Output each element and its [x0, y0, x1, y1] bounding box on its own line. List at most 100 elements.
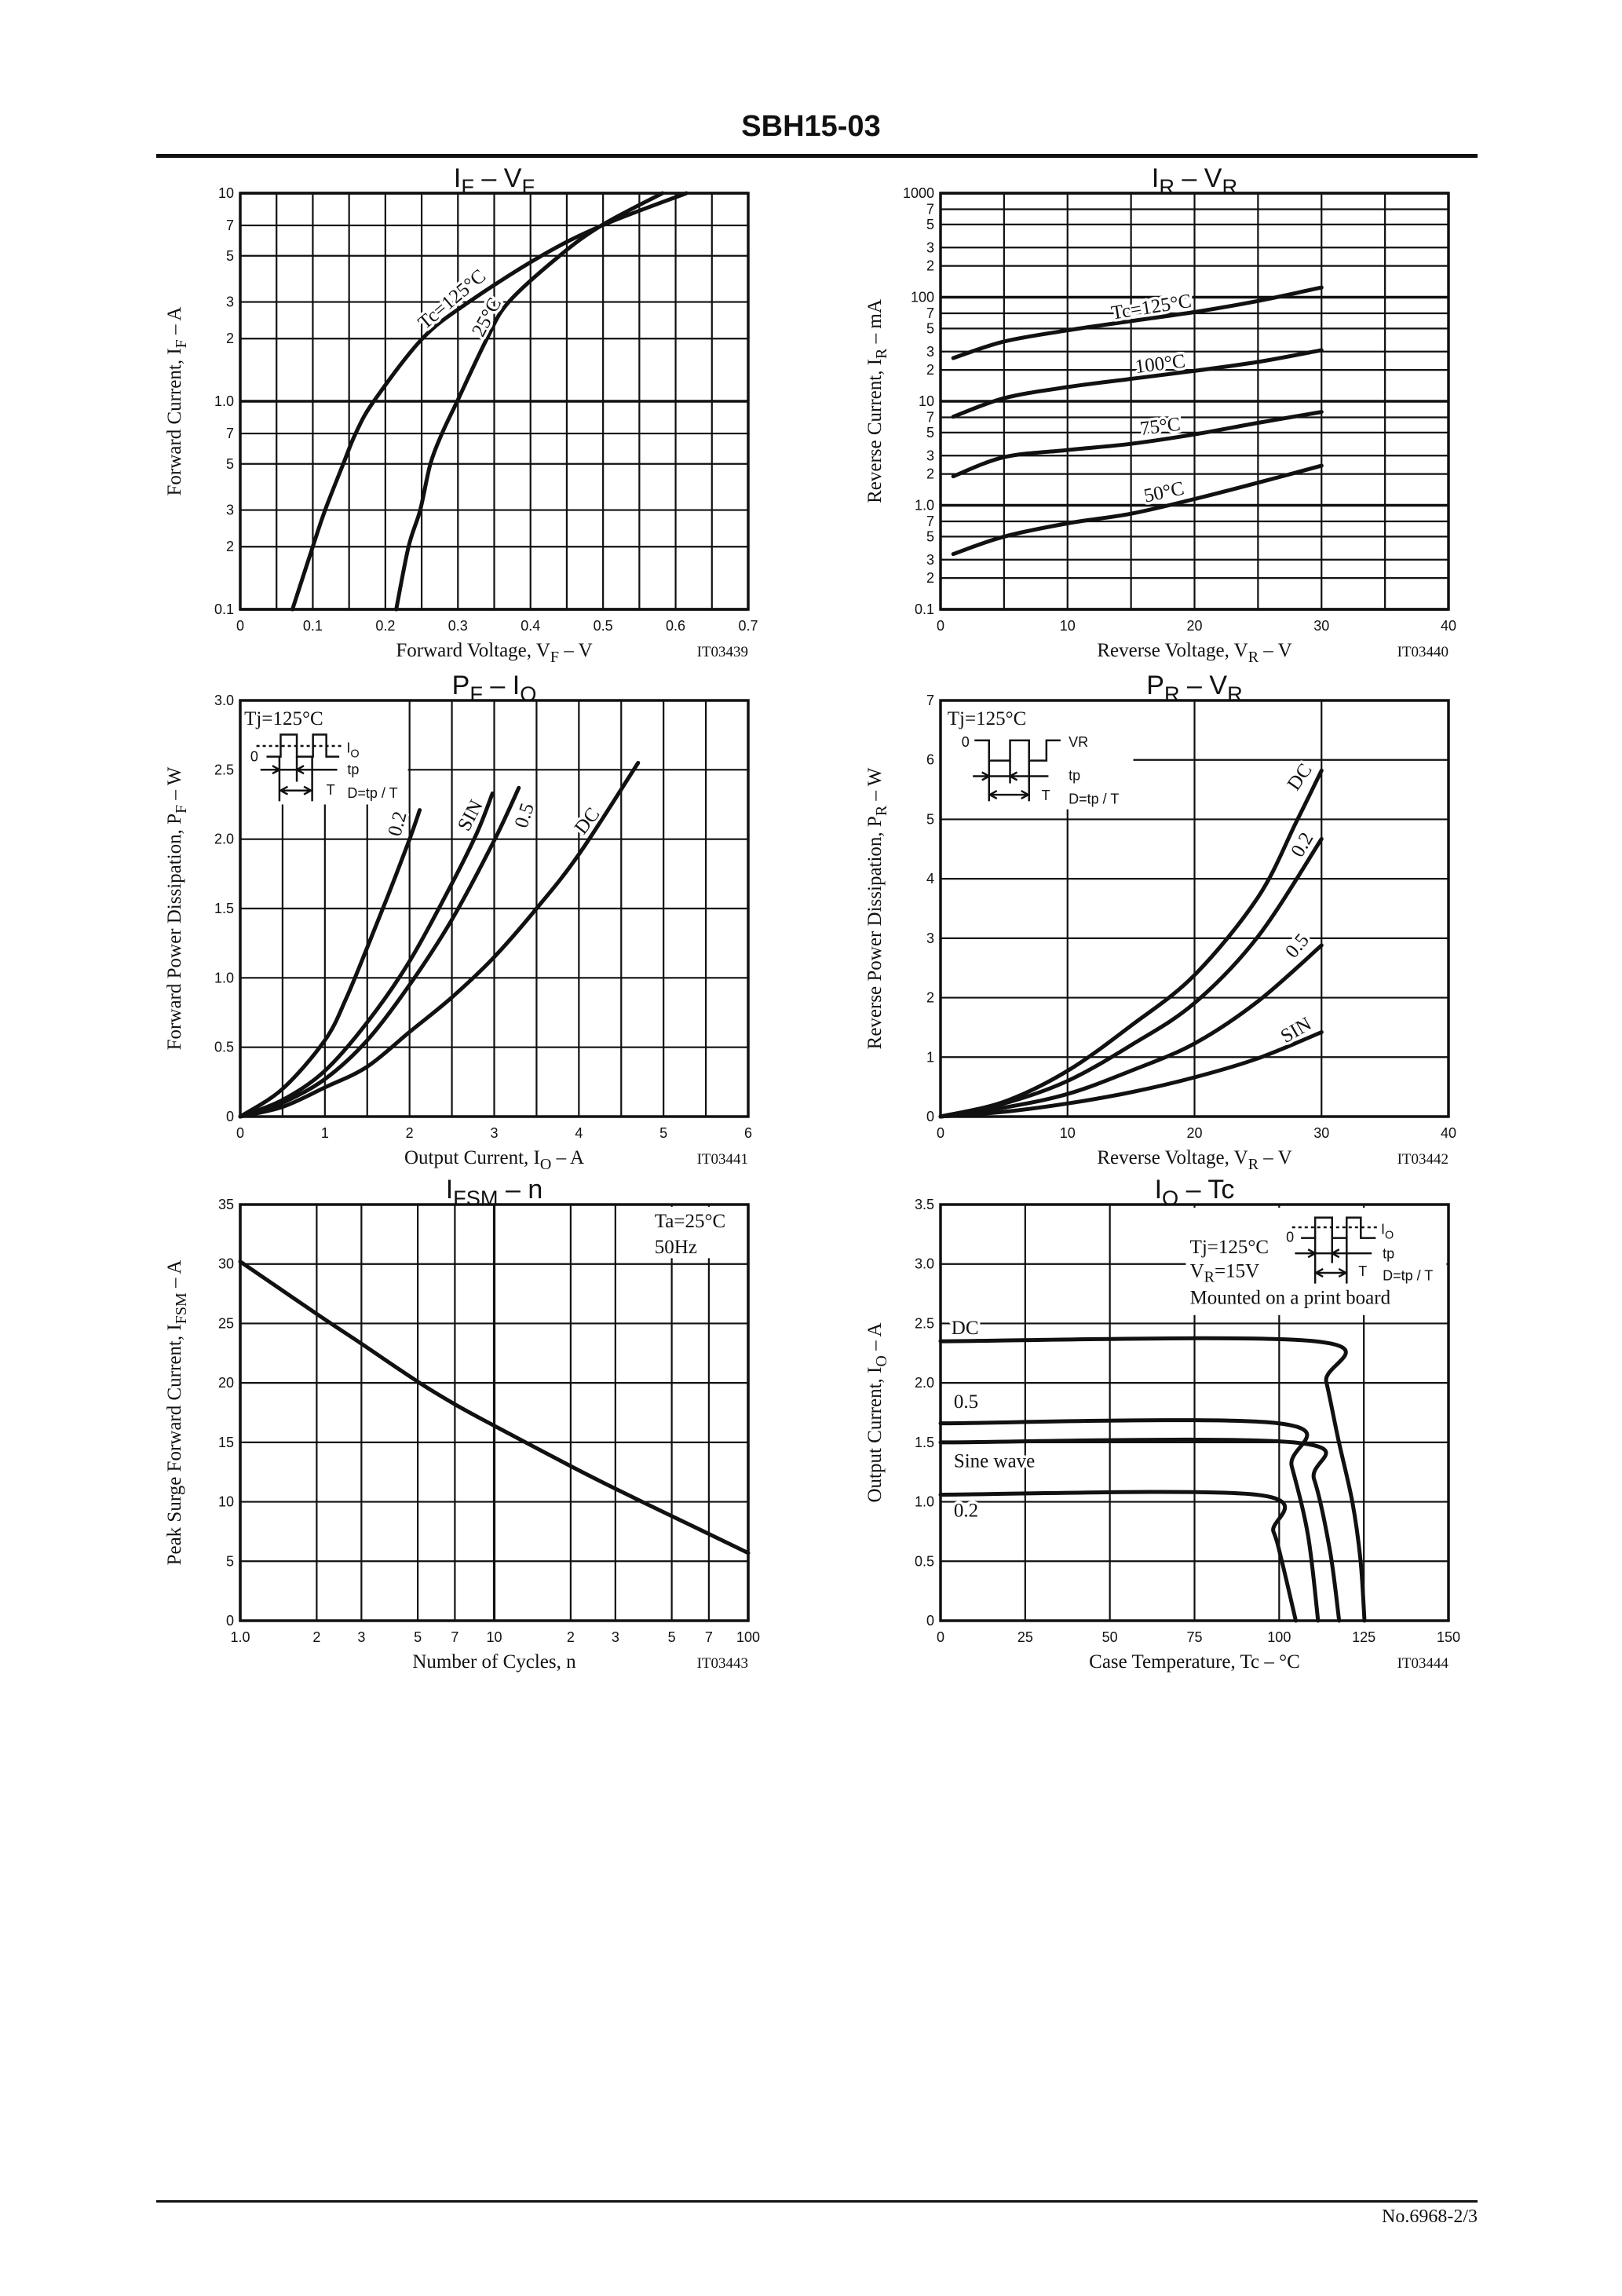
y-axis-label-part: – W: [864, 767, 886, 806]
y-tick-label: 2: [226, 331, 234, 346]
series-curve-25-c: [394, 191, 665, 612]
y-axis-label: Forward Current, IF – A: [164, 307, 190, 496]
x-axis-label-part: F: [550, 649, 559, 666]
chart-title-part: R: [1159, 174, 1174, 199]
y-tick-label: 20: [218, 1375, 234, 1391]
y-tick-label: 15: [218, 1435, 234, 1450]
x-axis-label: Output Current, IO – A: [404, 1147, 584, 1173]
page-number: No.6968-2/3: [1382, 2206, 1478, 2227]
x-tick-label: 0: [937, 1629, 944, 1645]
y-axis-label-part: Output Current, I: [864, 1367, 886, 1503]
pulse-width-label: tp: [1069, 767, 1080, 783]
mounting-note: Mounted on a print board: [1190, 1287, 1391, 1308]
x-tick-label: 2: [567, 1629, 575, 1645]
y-tick-label: 7: [926, 202, 934, 218]
arrow-head-icon: [988, 789, 998, 800]
x-tick-label: 5: [668, 1629, 676, 1645]
y-tick-label: 3.5: [915, 1197, 934, 1212]
chart-1: Tc=125°C25°C0 0.1 0.2 0.3 0.4 0.5 0.6 0.7107532…: [164, 163, 758, 666]
gridlines: [939, 192, 1450, 611]
arrow-head-icon: [1313, 1267, 1324, 1278]
y-axis-label-part: R: [873, 805, 890, 816]
y-tick-label: 1000: [903, 185, 934, 201]
x-tick-label: 20: [1186, 1125, 1202, 1141]
series-curve-sine-wave: [938, 1437, 1342, 1623]
y-tick-label: 1.0: [915, 498, 934, 514]
y-tick-label: 25: [218, 1315, 234, 1331]
waveform-inset: [256, 733, 342, 802]
chart-title-part: I: [513, 671, 520, 700]
y-tick-label: 7: [926, 410, 934, 426]
chart-title: IFSM – n: [446, 1175, 543, 1210]
y-axis-label-part: O: [873, 1355, 890, 1366]
x-tick-label: 0.6: [666, 618, 685, 634]
y-tick-label: 2.0: [915, 1375, 934, 1391]
y-tick-label: 0.1: [915, 601, 934, 617]
series-curve-0-5: [938, 943, 1324, 1119]
chart-title: IO – Tc: [1155, 1175, 1235, 1210]
y-tick-label: 5: [226, 1553, 234, 1569]
x-tick-label: 10: [1060, 1125, 1076, 1141]
duty-formula-label: D=tp / T: [1069, 791, 1119, 806]
y-tick-label: 5: [926, 528, 934, 544]
chart-title-part: FSM: [453, 1186, 498, 1210]
y-axis-label: Reverse Power Dissipation, PR – W: [864, 767, 890, 1049]
x-tick-label: 1.0: [230, 1629, 250, 1645]
x-tick-label: 0.2: [375, 618, 395, 634]
junction-temperature-note: Tj=125°C: [1190, 1237, 1269, 1258]
x-tick-label: 50: [1102, 1629, 1118, 1645]
y-axis-label-part: Reverse Current, I: [864, 359, 886, 503]
x-tick-label: 100: [1267, 1629, 1291, 1645]
x-axis-label-part: R: [1248, 649, 1259, 666]
footer-rule: [156, 2200, 1478, 2203]
x-tick-label: 10: [1060, 618, 1076, 634]
arrow-head-icon: [1330, 1249, 1340, 1259]
series-label: SIN: [1277, 1013, 1315, 1047]
plot-frame: [239, 1203, 750, 1622]
y-axis-label-part: Forward Current, I: [164, 348, 185, 495]
series-label: 0.2: [954, 1501, 978, 1522]
y-tick-label: 2: [926, 570, 934, 586]
chart-title: IF – VF: [454, 163, 535, 199]
inset-background: [1185, 1208, 1447, 1315]
x-tick-label: 3: [357, 1629, 365, 1645]
reverse-voltage-note-part: R: [1204, 1268, 1215, 1285]
plot-frame: [939, 699, 1450, 1118]
chart-title-part: V: [1209, 671, 1227, 700]
chart-title-part: I: [1152, 163, 1159, 193]
x-axis-label: Reverse Voltage, VR – V: [1097, 640, 1291, 666]
x-axis-label-part: – V: [559, 640, 593, 661]
waveform-level-label-part: I: [1381, 1221, 1385, 1237]
y-tick-label: 1: [926, 1049, 934, 1065]
chart-title-part: O: [1162, 1186, 1178, 1210]
y-tick-label: 0.5: [915, 1553, 934, 1569]
chart-3: 0.2 SIN 0.5 DC 0 1 2 3 4 5 6 0 0.5 1.0 1.5 2.0 2.5 3.0 PF …: [164, 671, 752, 1173]
y-tick-label: 0: [226, 1613, 234, 1629]
chart-title-part: P: [452, 671, 470, 700]
y-tick-label: 5: [226, 456, 234, 472]
series-curve-0-2: [938, 1490, 1298, 1623]
y-tick-label: 2.5: [214, 762, 234, 777]
chart-title-part: I: [1155, 1175, 1162, 1205]
y-tick-label: 10: [919, 393, 934, 409]
series-curve-100-c: [951, 348, 1324, 419]
y-tick-label: 3: [926, 552, 934, 568]
x-axis-label: Forward Voltage, VF – V: [396, 640, 592, 666]
period-label: T: [1042, 788, 1050, 803]
x-axis-label-part: – V: [1259, 1147, 1292, 1168]
chart-title: IR – VR: [1152, 163, 1237, 199]
y-tick-label: 1.5: [214, 901, 234, 916]
x-tick-label: 150: [1437, 1629, 1460, 1645]
x-tick-label: 0.1: [303, 618, 323, 634]
x-tick-label: 2: [406, 1125, 414, 1141]
waveform-level-label: IO: [1381, 1221, 1394, 1241]
y-tick-label: 30: [218, 1256, 234, 1272]
plot-frame: [939, 1203, 1450, 1622]
y-tick-label: 2: [926, 362, 934, 378]
x-tick-label: 30: [1313, 618, 1329, 634]
chart-title-part: R: [1164, 682, 1180, 706]
chart-title-part: P: [1146, 671, 1164, 700]
plot-frame: [239, 192, 750, 611]
x-tick-label: 125: [1352, 1629, 1375, 1645]
